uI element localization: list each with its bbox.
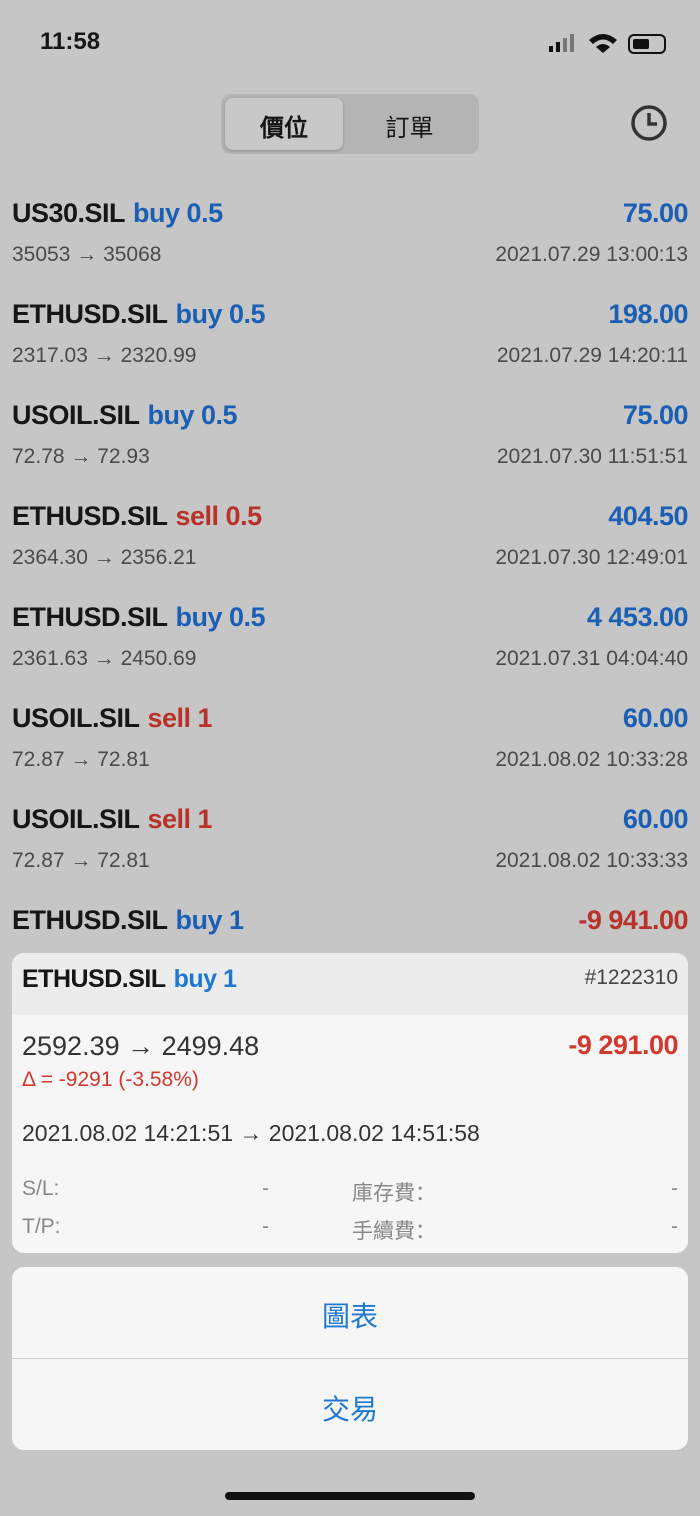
- symbol: USOIL.SIL: [12, 804, 140, 834]
- symbol: ETHUSD.SIL: [12, 299, 168, 329]
- prices: 72.87 → 72.81: [12, 748, 150, 771]
- profit: 75.00: [622, 400, 689, 430]
- side: buy 0.5: [133, 198, 223, 228]
- delta: Δ = -9291 (-3.58%): [22, 1068, 199, 1091]
- action-button[interactable]: 圖表: [321, 1301, 378, 1332]
- home-indicator: [225, 1492, 475, 1500]
- swap-value: -: [671, 1177, 678, 1200]
- time: 2021.07.30 12:49:01: [495, 546, 688, 569]
- side: sell 1: [147, 804, 213, 834]
- action-button[interactable]: 交易: [321, 1394, 378, 1425]
- prices: 2317.03 → 2320.99: [12, 344, 197, 367]
- time: 2021.07.29 14:20:11: [496, 344, 688, 367]
- profit: 4 453.00: [586, 602, 689, 632]
- profit: 60.00: [622, 703, 689, 733]
- side: sell 0.5: [175, 501, 263, 531]
- segmented-control: [221, 94, 479, 154]
- symbol: USOIL.SIL: [12, 400, 140, 430]
- prices: 72.78 → 72.93: [12, 445, 150, 468]
- commission-label: 手續費：: [352, 1220, 436, 1243]
- sl-value: -: [262, 1177, 269, 1200]
- symbol: ETHUSD.SIL: [12, 905, 168, 935]
- profit: 198.00: [608, 299, 688, 329]
- detail-symbol: ETHUSD.SIL: [22, 965, 166, 993]
- ticket: #1222310: [584, 966, 678, 989]
- history-icon[interactable]: [629, 103, 669, 143]
- tab[interactable]: 訂單: [385, 115, 434, 142]
- time: 2021.08.02 10:33:28: [495, 748, 688, 771]
- action-sheet: [12, 1267, 688, 1450]
- detail-prices: 2592.39 → 2499.48: [22, 1031, 260, 1061]
- side: buy 1: [175, 905, 245, 935]
- symbol: ETHUSD.SIL: [12, 602, 168, 632]
- side: buy 0.5: [175, 602, 266, 632]
- tab[interactable]: 價位: [260, 115, 308, 142]
- prices: 72.87 → 72.81: [12, 849, 150, 872]
- profit: -9 941.00: [578, 905, 688, 935]
- swap-label: 庫存費：: [352, 1182, 436, 1205]
- detail-profit: -9 291.00: [568, 1030, 678, 1060]
- side: buy 0.5: [147, 400, 238, 430]
- tab-selected[interactable]: [225, 98, 343, 150]
- side: buy 0.5: [175, 299, 266, 329]
- profit: 75.00: [622, 198, 689, 228]
- time: 2021.07.29 13:00:13: [495, 243, 688, 266]
- times: 2021.08.02 14:21:51 → 2021.08.02 14:51:5…: [22, 1120, 480, 1146]
- status-time: 11:58: [40, 28, 101, 55]
- detail-sheet: [12, 953, 688, 1253]
- detail-header: [12, 953, 688, 1015]
- time: 2021.07.31 04:04:40: [495, 647, 688, 670]
- detail-side: buy 1: [173, 965, 237, 993]
- status-icons: [549, 34, 666, 54]
- symbol: ETHUSD.SIL: [12, 501, 168, 531]
- prices: 35053 → 35068: [12, 243, 162, 266]
- symbol: US30.SIL: [12, 198, 126, 228]
- side: sell 1: [147, 703, 213, 733]
- divider: [12, 1358, 688, 1359]
- profit: 60.00: [622, 804, 689, 834]
- time: 2021.08.02 10:33:33: [495, 849, 688, 872]
- prices: 2364.30 → 2356.21: [12, 546, 197, 569]
- tp-value: -: [262, 1215, 269, 1238]
- tp-label: T/P:: [22, 1215, 61, 1238]
- time: 2021.07.30 11:51:51: [496, 445, 688, 468]
- commission-value: -: [671, 1215, 678, 1238]
- prices: 2361.63 → 2450.69: [12, 647, 197, 670]
- sl-label: S/L:: [22, 1177, 60, 1200]
- profit: 404.50: [608, 501, 688, 531]
- symbol: USOIL.SIL: [12, 703, 140, 733]
